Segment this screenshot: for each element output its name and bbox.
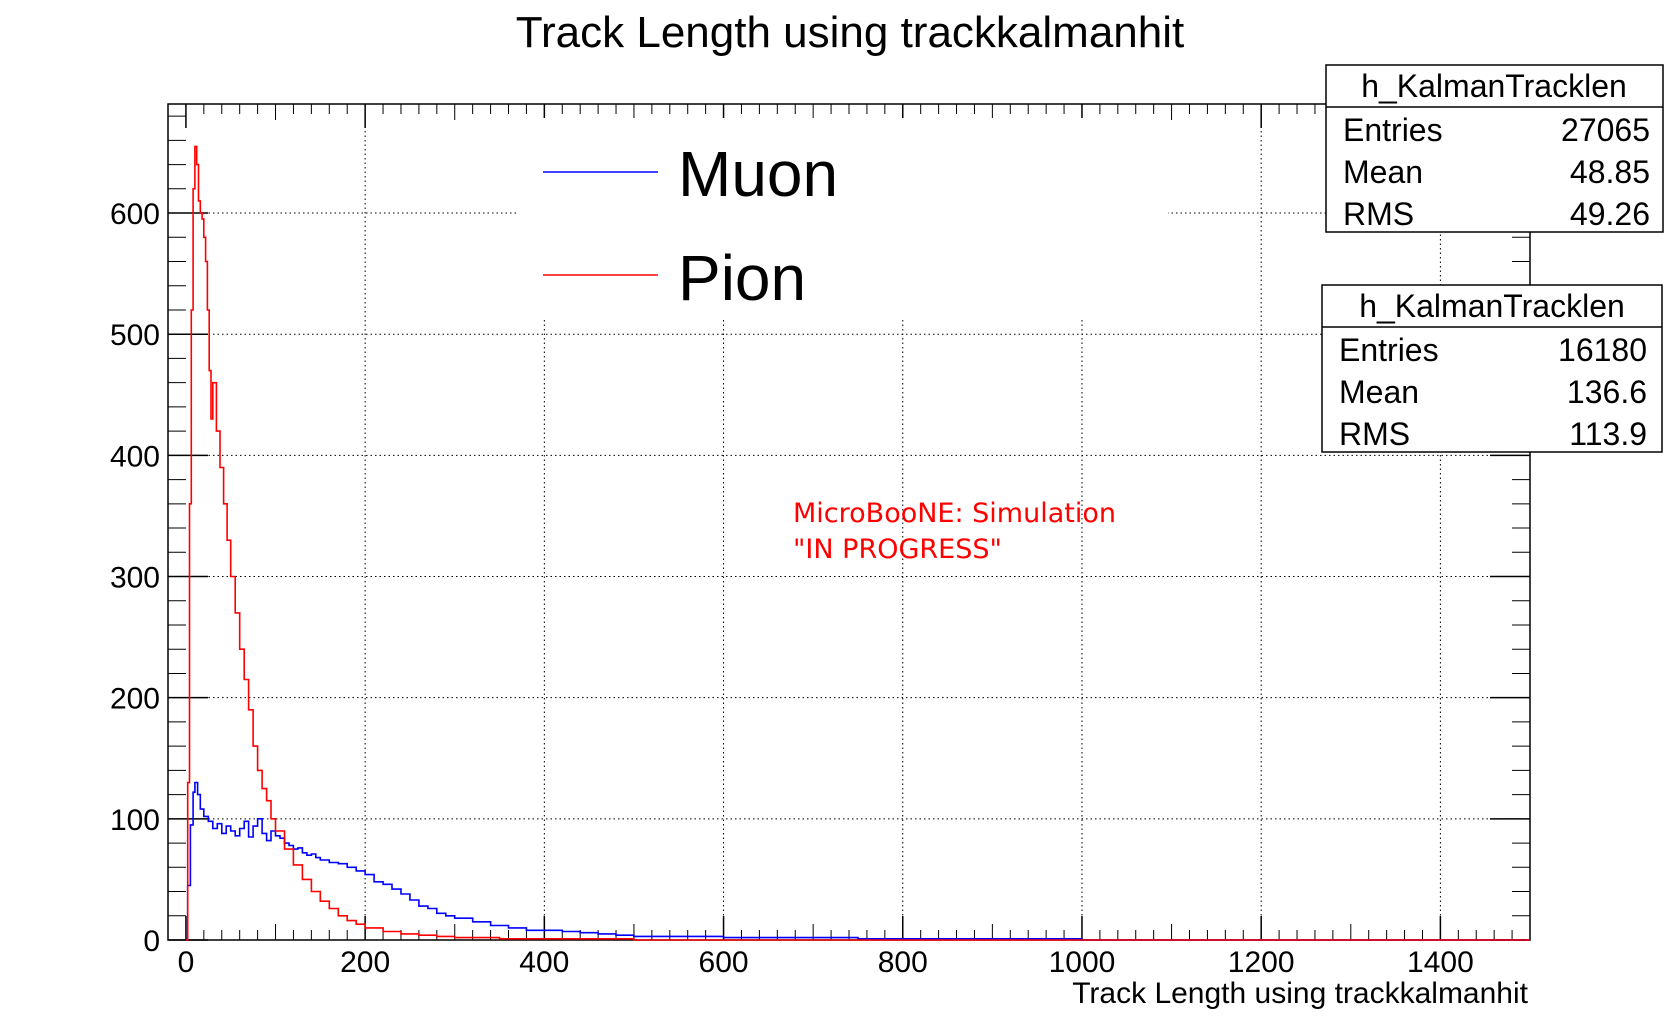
- stat-box-muon-title: h_KalmanTracklen: [1361, 68, 1627, 104]
- legend: Muon Pion: [518, 118, 1168, 318]
- annotation: MicroBooNE: Simulation "IN PROGRESS": [793, 498, 1116, 565]
- stat-box-pion-mean-value: 136.6: [1567, 374, 1647, 410]
- stat-box-muon-entries-value: 27065: [1561, 112, 1650, 148]
- stat-box-muon-mean-label: Mean: [1343, 154, 1423, 190]
- x-tick-label: 0: [178, 946, 195, 979]
- stat-box-muon-entries-label: Entries: [1343, 112, 1443, 148]
- x-tick-label: 1200: [1228, 946, 1295, 979]
- stat-box-pion-entries-label: Entries: [1339, 332, 1439, 368]
- x-tick-label: 1400: [1407, 946, 1474, 979]
- legend-label-muon: Muon: [678, 138, 838, 210]
- stat-box-pion: h_KalmanTracklen Entries 16180 Mean 136.…: [1321, 284, 1663, 453]
- annotation-line-2: "IN PROGRESS": [793, 534, 1002, 565]
- stat-box-muon-rms-label: RMS: [1343, 196, 1414, 232]
- series-pion-line: [185, 145, 1530, 941]
- y-tick-label: 600: [110, 198, 160, 231]
- series-layer: [185, 145, 1530, 941]
- y-tick-label: 100: [110, 804, 160, 837]
- stat-box-muon: h_KalmanTracklen Entries 27065 Mean 48.8…: [1325, 64, 1664, 233]
- stat-box-pion-rms-value: 113.9: [1569, 416, 1647, 452]
- x-axis-label: Track Length using trackkalmanhit: [1072, 977, 1528, 1010]
- annotation-line-1: MicroBooNE: Simulation: [793, 498, 1116, 529]
- legend-label-pion: Pion: [678, 242, 806, 314]
- stat-box-pion-rms-label: RMS: [1339, 416, 1410, 452]
- stat-box-pion-entries-value: 16180: [1558, 332, 1647, 368]
- legend-box: [518, 118, 1168, 318]
- stat-box-muon-rms-value: 49.26: [1570, 196, 1650, 232]
- tick-labels: 0 200 400 600 800 1000 1200 1400 0 100 200 300 400 50…: [110, 198, 1474, 979]
- stat-box-pion-mean-label: Mean: [1339, 374, 1419, 410]
- chart-title: Track Length using trackkalmanhit: [516, 8, 1184, 57]
- series-muon-line: [185, 781, 1530, 941]
- stat-box-pion-frame: [1321, 284, 1663, 453]
- x-tick-label: 600: [699, 946, 749, 979]
- x-tick-label: 1000: [1049, 946, 1116, 979]
- y-tick-label: 500: [110, 319, 160, 352]
- stat-box-pion-title: h_KalmanTracklen: [1359, 288, 1625, 324]
- x-tick-label: 400: [519, 946, 569, 979]
- stat-box-muon-mean-value: 48.85: [1570, 154, 1650, 190]
- x-tick-label: 800: [878, 946, 928, 979]
- stat-box-muon-frame: [1325, 64, 1664, 233]
- y-tick-label: 300: [110, 562, 160, 595]
- y-tick-label: 200: [110, 683, 160, 716]
- y-tick-label: 0: [143, 925, 160, 958]
- x-tick-label: 200: [340, 946, 390, 979]
- y-tick-label: 400: [110, 440, 160, 473]
